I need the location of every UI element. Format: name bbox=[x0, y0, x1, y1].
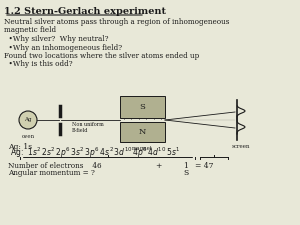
Bar bbox=[120, 122, 165, 142]
Text: S: S bbox=[140, 103, 146, 111]
Text: 1: 1 bbox=[183, 162, 188, 170]
Bar bbox=[120, 96, 165, 118]
Text: •Why an inhomogeneous field?: •Why an inhomogeneous field? bbox=[4, 43, 122, 52]
Text: screen: screen bbox=[232, 144, 250, 149]
Text: Number of electrons    46: Number of electrons 46 bbox=[8, 162, 102, 170]
Text: Ag: 1s: Ag: 1s bbox=[8, 143, 32, 151]
Text: 1.2 Stern-Gerlach experiment: 1.2 Stern-Gerlach experiment bbox=[4, 7, 166, 16]
Text: •Why silver?  Why neutral?: •Why silver? Why neutral? bbox=[4, 35, 109, 43]
Text: Ag: Ag bbox=[24, 117, 32, 122]
Text: magnet: magnet bbox=[132, 146, 153, 151]
Text: Found two locations where the silver atoms ended up: Found two locations where the silver ato… bbox=[4, 52, 199, 60]
Text: S: S bbox=[183, 169, 188, 177]
Text: N: N bbox=[139, 128, 146, 136]
Text: Neutral silver atoms pass through a region of inhomogeneous: Neutral silver atoms pass through a regi… bbox=[4, 18, 230, 26]
Text: oven: oven bbox=[21, 134, 34, 139]
Text: •Why is this odd?: •Why is this odd? bbox=[4, 61, 73, 68]
Circle shape bbox=[19, 111, 37, 129]
Text: Non uniform
B-field: Non uniform B-field bbox=[72, 122, 104, 133]
Text: +: + bbox=[155, 162, 161, 170]
Text: Angular momentum = ?: Angular momentum = ? bbox=[8, 169, 95, 177]
Text: Ag:  $1s^2\, 2s^2\, 2p^6\, 3s^2\, 3p^6\, 4s^2\, 3d^{10}\, 4p^6\, 4d^{10}\, 5s^1$: Ag: $1s^2\, 2s^2\, 2p^6\, 3s^2\, 3p^6\, … bbox=[10, 146, 180, 160]
Text: magnetic field: magnetic field bbox=[4, 27, 56, 34]
Text: = 47: = 47 bbox=[195, 162, 214, 170]
